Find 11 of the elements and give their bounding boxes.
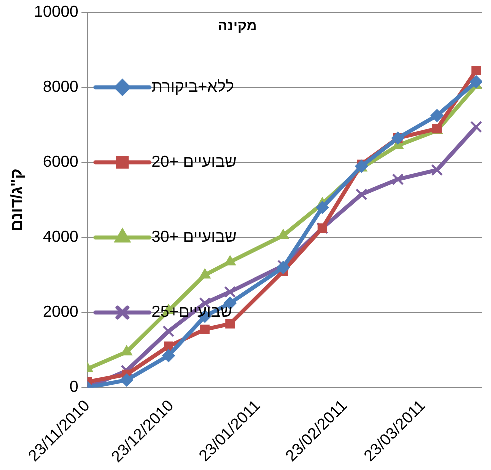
- chart-title: מקינה: [218, 17, 257, 34]
- y-tick-label: 4000: [43, 229, 79, 246]
- legend-label: ללא+ביקורת: [152, 78, 234, 96]
- y-tick-label: 2000: [43, 304, 79, 322]
- y-tick-label: 8000: [43, 79, 79, 96]
- y-tick-label: 6000: [43, 154, 79, 172]
- y-tick-label: 10000: [34, 4, 79, 22]
- legend-label: שבועיים +30: [152, 229, 237, 246]
- legend-label: שבועיים +20: [152, 154, 237, 172]
- y-tick-label: 0: [70, 379, 79, 396]
- y-axis-title: ק"ג/דונם: [9, 168, 26, 232]
